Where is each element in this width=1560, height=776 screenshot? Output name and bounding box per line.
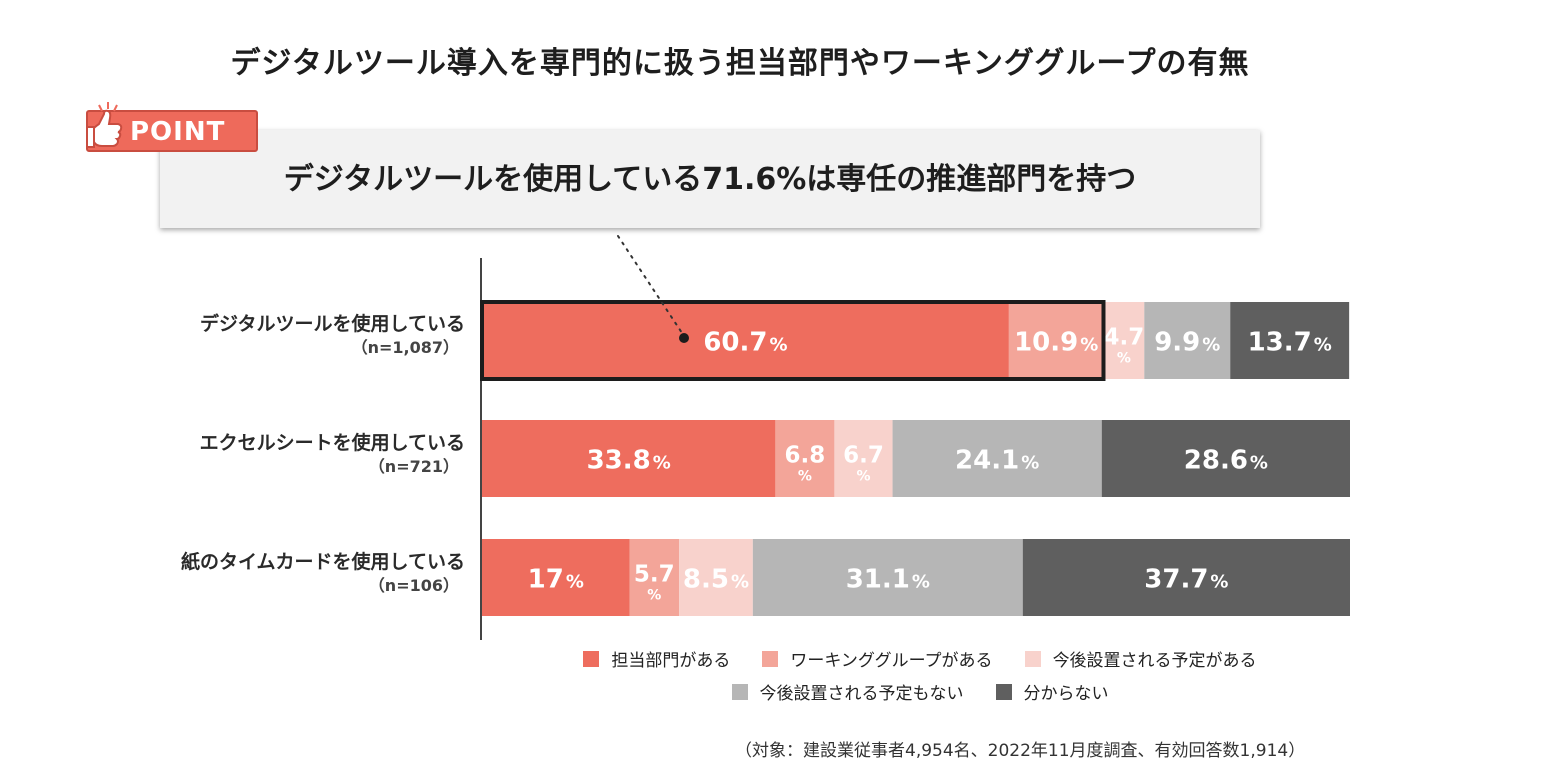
bar-segment [1230, 302, 1350, 379]
data-label-value: 6.7 [843, 443, 884, 469]
callout-pointer-line [617, 235, 685, 337]
data-label: 31.1% [846, 565, 930, 595]
row-label-text: デジタルツールを使用している [199, 313, 465, 335]
survey-footnote: （対象：建設業従事者4,954名、2022年11月度調査、有効回答数1,914） [735, 741, 1306, 761]
bar-segment [752, 539, 1023, 616]
thumbs-up-hand-icon [86, 102, 123, 148]
bar-segment [1144, 302, 1231, 379]
data-label: 5.7% [634, 562, 675, 604]
data-label-value: 28.6% [1184, 446, 1268, 476]
bar-segment [482, 302, 1009, 379]
chart-title: デジタルツール導入を専門的に扱う担当部門やワーキンググループの有無 [230, 46, 1250, 81]
data-label: 28.6% [1184, 446, 1268, 476]
bar-segment [834, 420, 893, 497]
row-label-paper-timecard: 紙のタイムカードを使用している （n=106） [60, 550, 465, 598]
data-label-unit: % [647, 588, 661, 604]
legend-label: 担当部門がある [611, 651, 731, 671]
data-label-value: 6.8 [785, 443, 826, 469]
data-label: 33.8% [587, 446, 671, 476]
data-label-value: 13.7% [1248, 328, 1332, 358]
legend-label: 今後設置される予定がある [1052, 651, 1257, 671]
row-label-excel-sheet: エクセルシートを使用している （n=721） [60, 431, 465, 479]
legend-item: ワーキンググループがある [762, 646, 993, 671]
bar-segment [1101, 420, 1350, 497]
data-label-value: 60.7% [703, 328, 787, 358]
legend-swatch [1024, 650, 1041, 667]
legend-swatch [583, 650, 600, 667]
legend-swatch [731, 683, 748, 700]
legend-label: ワーキンググループがある [790, 651, 993, 671]
legend-item: 担当部門がある [583, 646, 730, 671]
bar-segment [482, 420, 776, 497]
bar-segment [482, 539, 630, 616]
chart-legend: 担当部門がある ワーキンググループがある 今後設置される予定がある 今後設置され… [480, 646, 1360, 712]
callout-pointer-dot [679, 333, 689, 343]
data-label-value: 10.9% [1014, 328, 1098, 358]
data-label: 24.1% [955, 446, 1039, 476]
row-label-text: エクセルシートを使用している [199, 432, 465, 454]
data-label-value: 9.9% [1154, 328, 1220, 358]
legend-label: 今後設置される予定もない [759, 684, 964, 704]
point-callout-text: デジタルツールを使用している71.6%は専任の推進部門を持つ [283, 162, 1137, 197]
legend-label: 分からない [1023, 684, 1109, 704]
data-label-unit: % [856, 469, 870, 485]
data-label-unit: % [1117, 351, 1131, 367]
bar-segment [892, 420, 1102, 497]
data-label: 9.9% [1154, 328, 1220, 358]
point-badge-label: POINT [130, 117, 226, 147]
bar-segment [775, 420, 835, 497]
row-sample-size: （n=721） [368, 457, 459, 476]
row-label-digital-tools: デジタルツールを使用している （n=1,087） [60, 312, 465, 360]
data-label: 13.7% [1248, 328, 1332, 358]
data-label: 6.7% [843, 443, 884, 485]
bar-segment [679, 539, 753, 616]
point-callout-box: デジタルツールを使用している71.6%は専任の推進部門を持つ [160, 130, 1260, 228]
bar-segment [1103, 302, 1145, 379]
data-label: 8.5% [683, 565, 749, 595]
legend-swatch [995, 683, 1012, 700]
point-badge: POINT [86, 102, 258, 152]
row-sample-size: （n=1,087） [351, 338, 459, 357]
row-sample-size: （n=106） [368, 576, 459, 595]
data-label: 6.8% [785, 443, 826, 485]
data-label-value: 37.7% [1144, 565, 1228, 595]
data-label-value: 24.1% [955, 446, 1039, 476]
highlight-outline [480, 300, 1106, 381]
legend-item: 分からない [995, 679, 1109, 704]
legend-swatch [762, 650, 779, 667]
data-label-value: 33.8% [587, 446, 671, 476]
data-label: 17% [528, 565, 584, 595]
bar-segment [1022, 539, 1350, 616]
data-label: 37.7% [1144, 565, 1228, 595]
data-label-value: 4.7 [1104, 325, 1145, 351]
legend-item: 今後設置される予定もない [731, 679, 964, 704]
bar-segment [629, 539, 680, 616]
data-label-value: 31.1% [846, 565, 930, 595]
row-label-text: 紙のタイムカードを使用している [180, 551, 465, 573]
legend-item: 今後設置される予定がある [1024, 646, 1257, 671]
data-label: 60.7% [703, 328, 787, 358]
bar-segment [1008, 302, 1104, 379]
data-label: 10.9% [1014, 328, 1098, 358]
data-label-value: 17% [528, 565, 584, 595]
chart-axis-line [480, 258, 482, 640]
data-label-value: 8.5% [683, 565, 749, 595]
data-label: 4.7% [1104, 325, 1145, 367]
data-label-value: 5.7 [634, 562, 675, 588]
data-label-unit: % [798, 469, 812, 485]
